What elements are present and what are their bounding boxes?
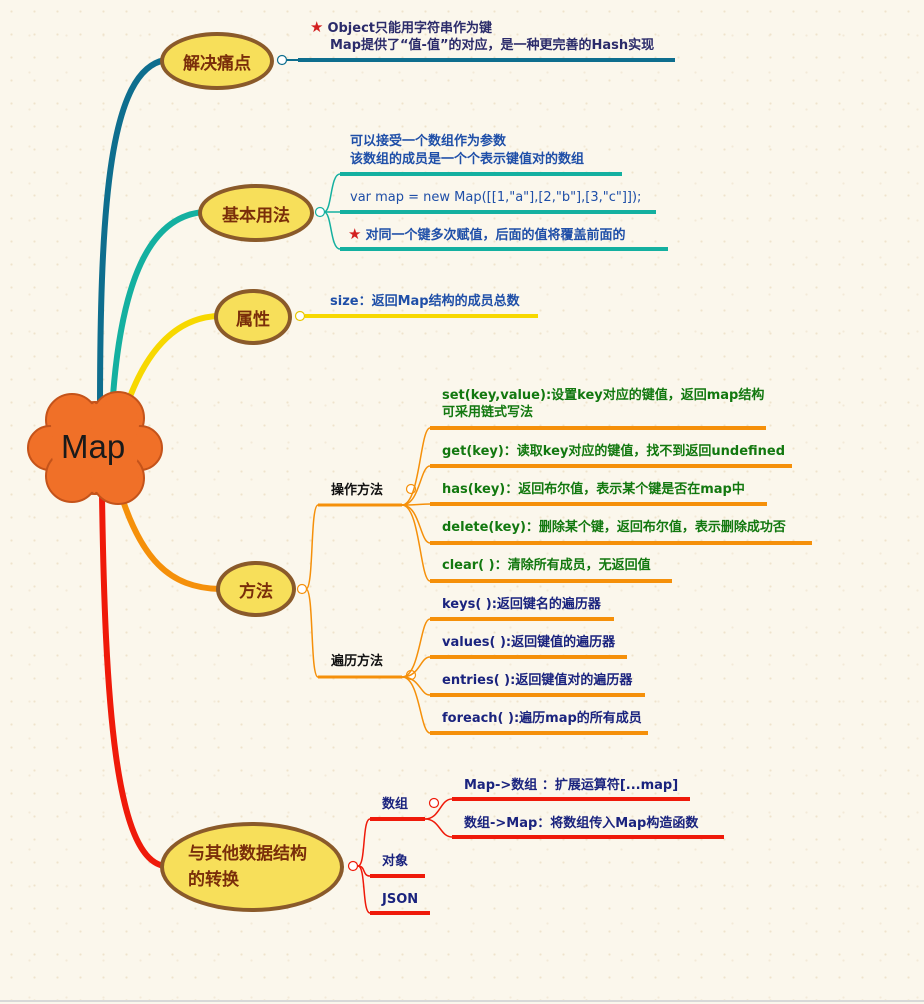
branch-curve-convert xyxy=(99,494,166,869)
bottom-border xyxy=(0,1000,924,1002)
ops-label[interactable]: 操作方法 xyxy=(331,483,384,498)
ops-item-5: delete(key)：删除某个键，返回布尔值，表示删除成功否 xyxy=(442,520,786,535)
star-icon: ★ xyxy=(310,18,324,36)
node-convert-label-line2: 的转换 xyxy=(188,870,239,890)
ops-item-3: get(key)：读取key对应的键值，找不到返回undefined xyxy=(442,444,786,459)
branch-curve-pain xyxy=(97,57,166,411)
iter-label[interactable]: 遍历方法 xyxy=(331,654,384,669)
node-pain-label: 解决痛点 xyxy=(183,53,251,74)
iter-item-3: entries( ):返回键值对的遍历器 xyxy=(442,673,633,688)
node-methods[interactable]: 方法 xyxy=(216,561,296,617)
pain-item-2: Map提供了“值-值”的对应，是一种更完善的Hash实现 xyxy=(330,38,655,53)
usage-item-2: 该数组的成员是一个个表示键值对的数组 xyxy=(350,152,585,167)
iter-item-1: keys( ):返回键名的遍历器 xyxy=(442,597,601,612)
props-item-1: size：返回Map结构的成员总数 xyxy=(330,294,520,309)
convert-json-label[interactable]: JSON xyxy=(382,892,419,907)
collapse-circle-icon xyxy=(294,310,306,322)
node-usage-label: 基本用法 xyxy=(222,205,290,226)
iter-item-2: values( ):返回键值的遍历器 xyxy=(442,635,616,650)
ops-item-2: 可采用链式写法 xyxy=(442,405,534,420)
usage-item-3: var map = new Map([[1,"a"],[2,"b"],[3,"c… xyxy=(350,190,642,205)
ops-item-1: set(key,value):设置key对应的键值，返回map结构 xyxy=(442,388,765,403)
root-cloud-shape xyxy=(27,391,163,505)
convert-array-label[interactable]: 数组 xyxy=(382,797,409,812)
usage-item-4: ★ 对同一个键多次赋值，后面的值将覆盖前面的 xyxy=(348,225,626,244)
root-label: Map xyxy=(61,428,126,465)
iter-item-4: foreach( ):遍历map的所有成员 xyxy=(442,711,642,726)
convert-object-label[interactable]: 对象 xyxy=(382,854,409,869)
ops-item-4: has(key)：返回布尔值，表示某个键是否在map中 xyxy=(442,482,745,497)
collapse-circle-icon xyxy=(314,206,326,218)
node-usage[interactable]: 基本用法 xyxy=(198,184,314,242)
ops-item-6: clear( )：清除所有成员，无返回值 xyxy=(442,558,651,573)
collapse-circle-icon xyxy=(428,797,440,809)
node-props[interactable]: 属性 xyxy=(214,289,292,345)
node-convert[interactable]: 与其他数据结构 的转换 xyxy=(160,822,344,912)
usage-item-1: 可以接受一个数组作为参数 xyxy=(350,134,507,149)
pain-item-1: ★ Object只能用字符串作为键 xyxy=(310,18,493,37)
node-convert-label-line1: 与其他数据结构 xyxy=(188,844,307,864)
node-pain[interactable]: 解决痛点 xyxy=(160,32,274,90)
convert-array-item-1: Map->数组 ：扩展运算符[...map] xyxy=(464,778,679,793)
collapse-circle-icon xyxy=(296,583,308,595)
branch-curve-methods xyxy=(115,484,221,592)
convert-array-item-2: 数组->Map：将数组传入Map构造函数 xyxy=(464,816,699,831)
collapse-circle-icon xyxy=(347,860,359,872)
node-methods-label: 方法 xyxy=(239,581,273,602)
node-props-label: 属性 xyxy=(236,309,270,330)
collapse-circle-icon xyxy=(276,54,288,66)
branch-curve-usage xyxy=(109,209,206,411)
star-icon: ★ xyxy=(348,225,362,243)
